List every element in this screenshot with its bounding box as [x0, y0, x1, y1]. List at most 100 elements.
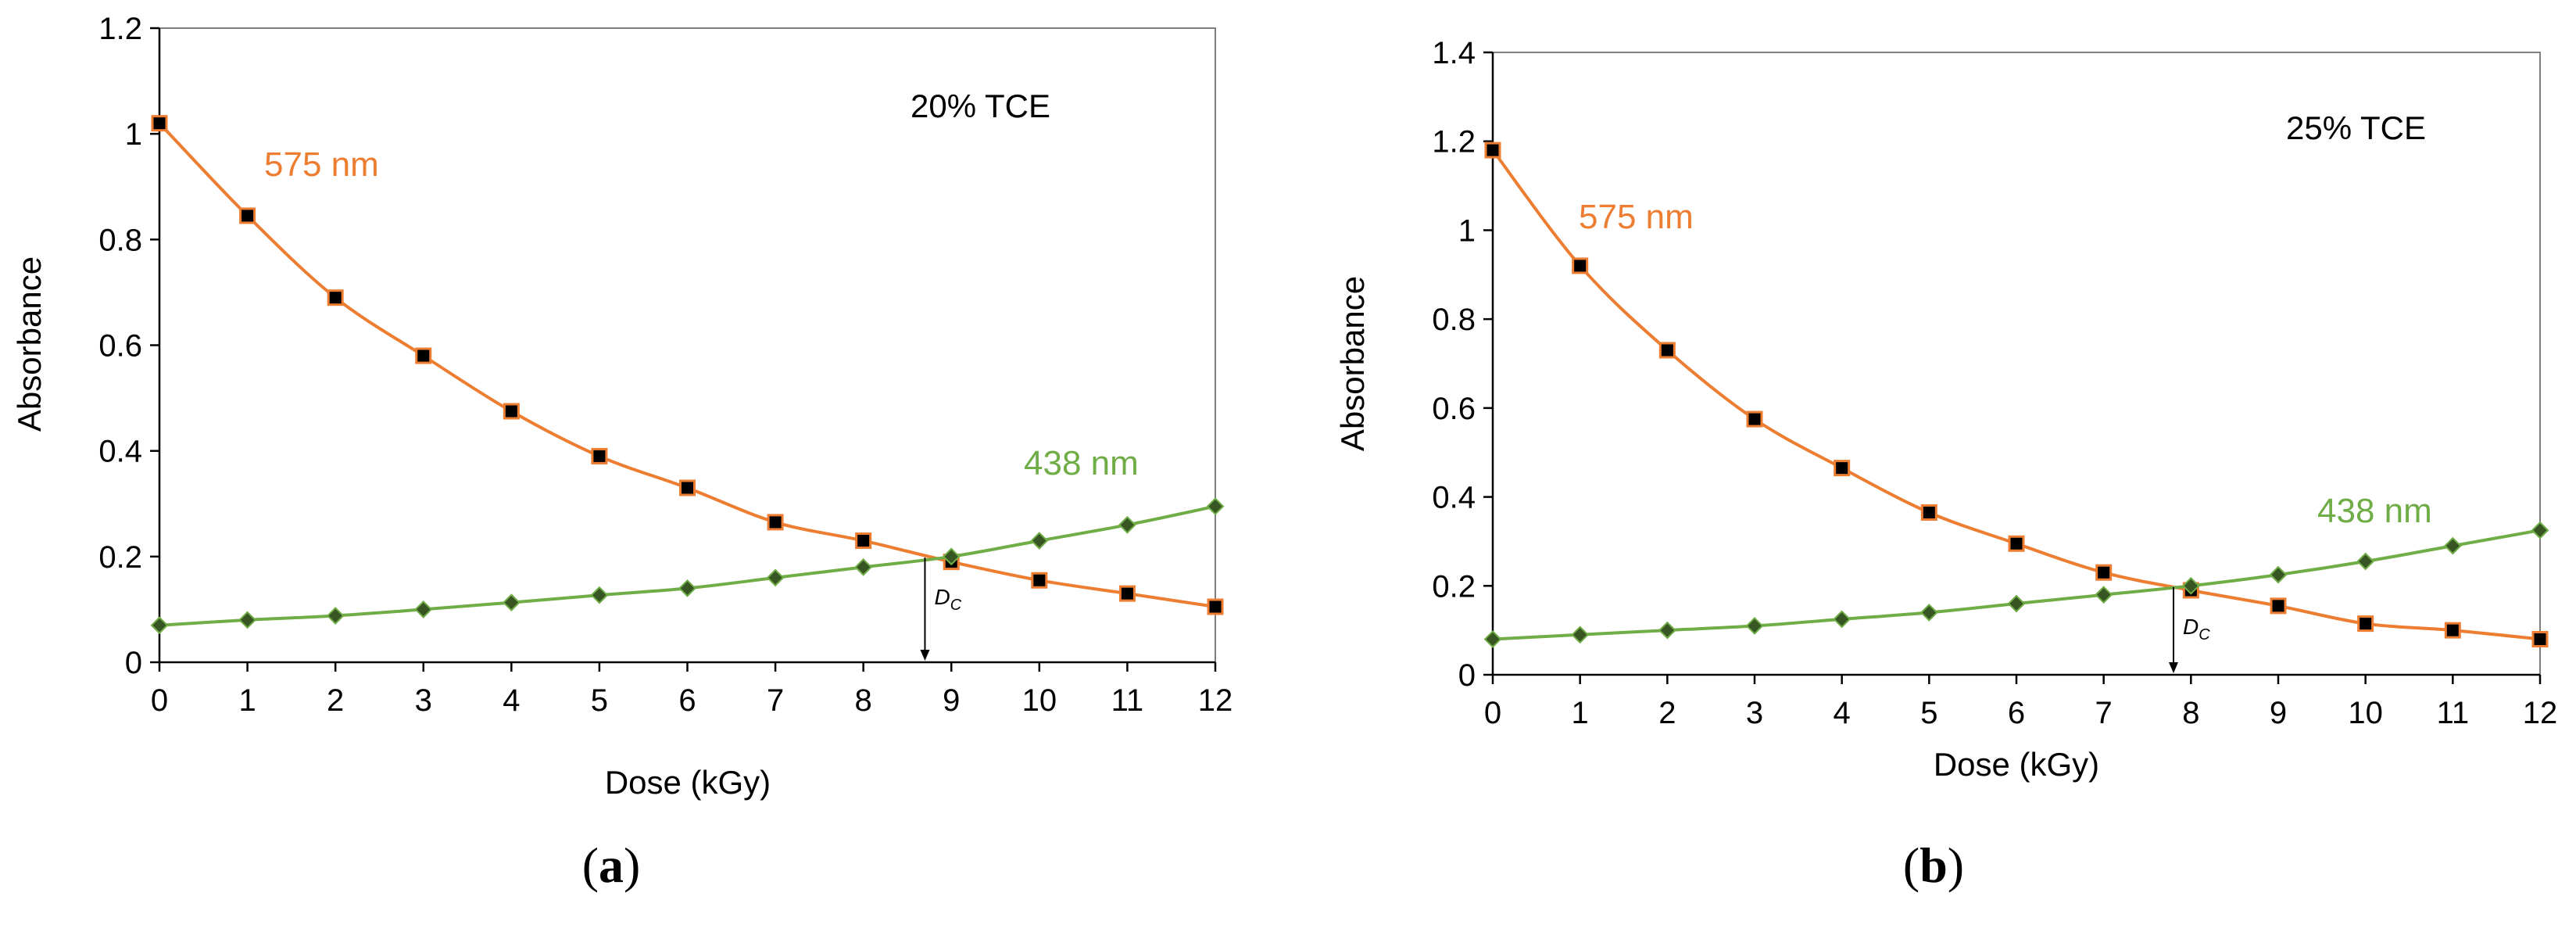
data-point-575nm [2008, 535, 2025, 552]
series-line-575-nm [158, 122, 1216, 608]
y-tick-label: 1.2 [1432, 125, 1476, 160]
data-point-438nm [414, 600, 433, 618]
x-tick-label: 2 [327, 683, 344, 718]
y-tick-label: 0.8 [1432, 303, 1476, 337]
data-point-575nm [2270, 597, 2287, 615]
data-point-438nm [2095, 586, 2113, 604]
data-point-438nm [1833, 610, 1852, 629]
x-tick-label: 12 [2523, 696, 2558, 730]
x-tick-label: 9 [943, 683, 960, 718]
x-tick-label: 10 [2348, 696, 2383, 730]
x-tick-label: 11 [2437, 696, 2470, 730]
data-point-438nm [766, 568, 785, 587]
data-point-438nm [2269, 565, 2288, 584]
x-tick-label: 10 [1022, 683, 1057, 718]
data-point-575nm [1484, 142, 1501, 159]
x-tick-label: 0 [151, 683, 168, 718]
data-point-438nm [2181, 576, 2200, 595]
x-tick-label: 11 [1111, 683, 1144, 718]
data-point-438nm [150, 616, 169, 635]
y-tick-label: 0 [125, 646, 142, 680]
y-tick-label: 1 [125, 117, 142, 152]
caption-letter: b [1919, 837, 1948, 893]
data-point-575nm [1746, 410, 1763, 428]
data-point-438nm [2531, 521, 2549, 539]
y-tick-label: 0.4 [1432, 481, 1476, 515]
data-point-575nm [239, 207, 256, 224]
data-point-438nm [1030, 532, 1049, 550]
data-point-575nm [327, 289, 344, 306]
series-label-575-nm: 575 nm [264, 145, 379, 184]
y-tick-label: 1.2 [98, 12, 142, 46]
data-point-438nm [502, 593, 521, 612]
data-point-575nm [2357, 615, 2374, 633]
y-tick-label: 0.2 [98, 540, 142, 575]
dc-arrow-head [2169, 662, 2178, 673]
data-point-575nm [503, 403, 520, 420]
y-tick-label: 0.8 [98, 223, 142, 257]
data-point-575nm [855, 532, 872, 550]
x-tick-label: 9 [2270, 696, 2287, 730]
x-tick-label: 1 [1572, 696, 1589, 730]
dc-label: DC [2183, 615, 2210, 643]
data-point-575nm [591, 447, 608, 464]
x-tick-label: 5 [591, 683, 608, 718]
x-tick-label: 6 [2008, 696, 2025, 730]
data-point-575nm [1207, 598, 1224, 615]
data-point-575nm [2444, 622, 2461, 639]
data-point-438nm [854, 557, 873, 576]
tce-annotation: 20% TCE [911, 88, 1050, 124]
y-tick-label: 0.6 [98, 329, 142, 364]
x-tick-label: 0 [1484, 696, 1501, 730]
y-axis-title: Absorbance [1334, 276, 1371, 451]
data-point-575nm [1834, 460, 1851, 477]
y-axis-title: Absorbance [11, 256, 48, 432]
data-point-575nm [415, 347, 432, 364]
x-tick-label: 4 [1834, 696, 1851, 730]
data-point-575nm [2531, 631, 2549, 648]
x-axis-title: Dose (kGy) [605, 764, 771, 801]
data-point-438nm [1571, 626, 1590, 644]
tce-annotation: 25% TCE [2286, 109, 2426, 146]
chart-panel-b: 00.20.40.60.811.21.40 1 2 3 4 5 6 7 8 9 10 11 12Abso… [1334, 36, 2557, 893]
caption-close-paren: ) [1948, 837, 1964, 893]
x-tick-label: 2 [1658, 696, 1676, 730]
dc-label-subscript: C [950, 597, 962, 614]
y-tick-label: 0.2 [1432, 569, 1476, 604]
data-point-438nm [1919, 603, 1938, 622]
data-point-438nm [1658, 621, 1676, 640]
series-line-438-nm [159, 504, 1216, 627]
y-tick-label: 1.4 [1432, 36, 1476, 70]
caption-open-paren: ( [1903, 837, 1919, 893]
x-tick-label: 3 [1746, 696, 1763, 730]
x-tick-label: 1 [238, 683, 256, 718]
data-point-575nm [151, 115, 168, 132]
x-tick-label: 5 [1920, 696, 1937, 730]
series-label-575-nm: 575 nm [1579, 198, 1694, 236]
data-point-438nm [1745, 617, 1764, 635]
x-tick-label: 7 [767, 683, 784, 718]
x-tick-label: 6 [678, 683, 696, 718]
x-tick-label: 4 [503, 683, 520, 718]
data-point-438nm [942, 547, 961, 566]
panel-caption: (b) [1903, 837, 1964, 893]
dc-label: DC [934, 585, 961, 614]
data-point-575nm [767, 514, 784, 531]
data-point-438nm [238, 611, 256, 629]
data-point-438nm [590, 586, 609, 604]
data-point-575nm [679, 479, 696, 496]
x-tick-label: 12 [1198, 683, 1233, 718]
data-point-575nm [1572, 257, 1589, 274]
y-tick-label: 0.4 [98, 435, 142, 469]
data-point-438nm [678, 579, 696, 597]
x-tick-label: 7 [2095, 696, 2113, 730]
data-point-575nm [1658, 342, 1676, 359]
data-point-438nm [2356, 552, 2375, 571]
plot-frame [159, 27, 1216, 663]
data-point-438nm [326, 607, 345, 625]
dc-arrow-head [920, 650, 930, 661]
caption-open-paren: ( [582, 837, 599, 893]
series-label-438-nm: 438 nm [1024, 444, 1139, 482]
x-axis-title: Dose (kGy) [1934, 746, 2099, 783]
y-tick-label: 0 [1458, 658, 1476, 693]
